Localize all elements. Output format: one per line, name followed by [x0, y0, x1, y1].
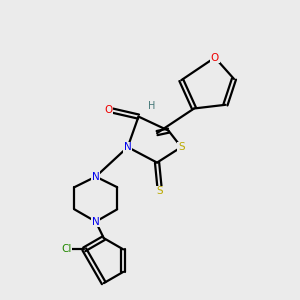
Text: H: H: [148, 101, 155, 111]
Text: O: O: [104, 105, 113, 115]
Text: N: N: [92, 217, 100, 226]
Text: Cl: Cl: [61, 244, 71, 254]
Text: S: S: [178, 142, 184, 152]
Text: N: N: [92, 172, 100, 182]
Text: N: N: [124, 142, 132, 152]
Text: S: S: [157, 186, 163, 197]
Text: O: O: [211, 52, 219, 63]
